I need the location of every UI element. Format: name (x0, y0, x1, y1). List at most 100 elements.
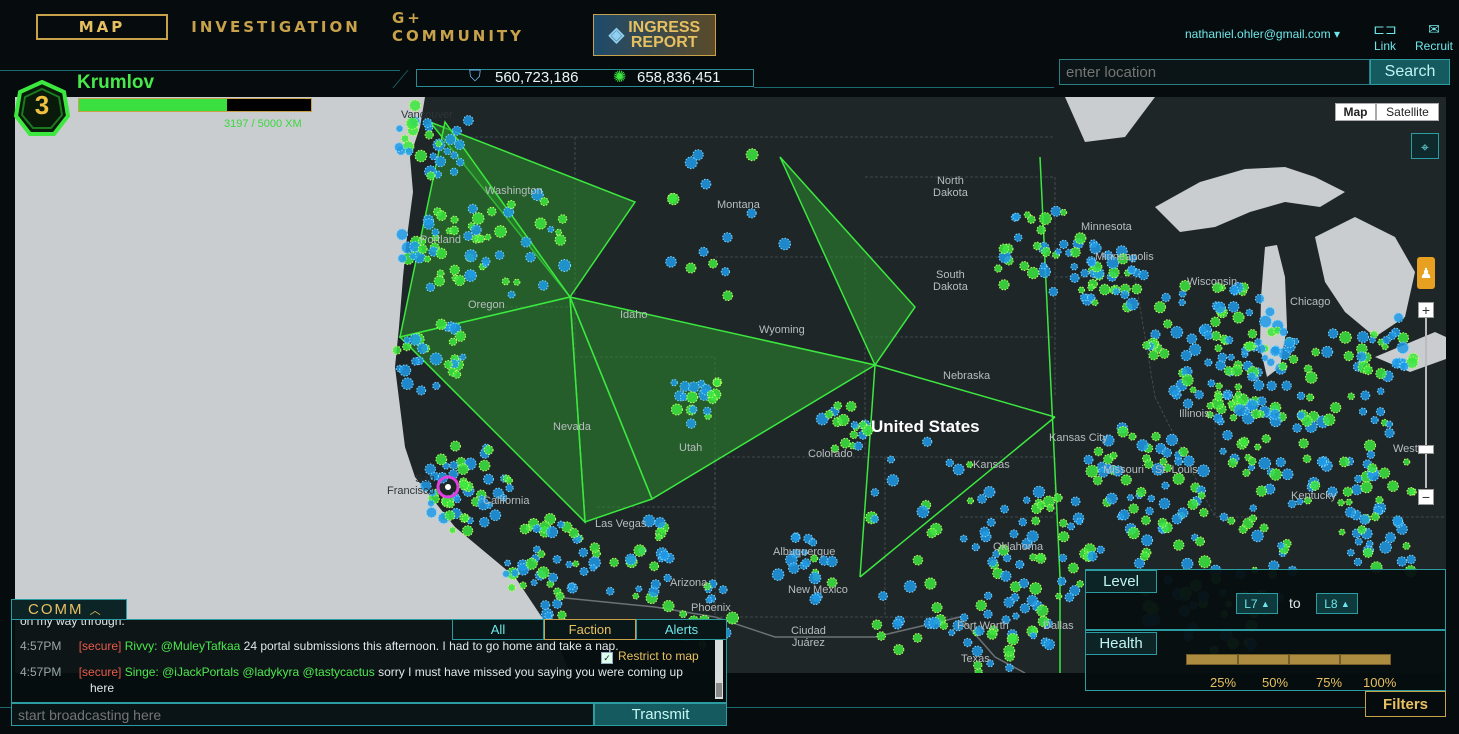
message-mentions[interactable]: @iJackPortals @ladykyra @tastycactus (162, 665, 375, 679)
resistance-portal (1186, 333, 1198, 345)
comm-toggle[interactable]: COMM ︿ (11, 599, 127, 620)
resistance-portal (1268, 560, 1280, 572)
message-agent[interactable]: Rivvy: (124, 639, 158, 653)
enlightened-portal (1239, 436, 1250, 447)
enlightened-portal (519, 523, 531, 535)
recruit-button[interactable]: ✉ Recruit (1412, 22, 1456, 53)
account-email-dropdown[interactable]: nathaniel.ohler@gmail.com ▾ (1185, 27, 1340, 41)
search-button[interactable]: Search (1370, 59, 1450, 85)
health-segment-100[interactable] (1340, 654, 1391, 665)
resistance-portal (1138, 269, 1149, 281)
tab-g-plus-community[interactable]: G+ COMMUNITY (392, 9, 525, 45)
enlightened-portal (519, 581, 528, 590)
message-agent[interactable]: Singe: (124, 665, 159, 679)
label-nebraska: Nebraska (943, 370, 991, 382)
map-type-satellite-button[interactable]: Satellite (1376, 103, 1439, 121)
tab-investigation[interactable]: INVESTIGATION (191, 18, 361, 36)
ingress-report-banner[interactable]: ◈ INGRESS REPORT (593, 14, 716, 56)
resistance-portal (1203, 330, 1213, 341)
enlightened-portal (539, 197, 549, 207)
resistance-portal (1227, 301, 1240, 313)
label-missouri: Missouri (1103, 464, 1144, 476)
transmit-button[interactable]: Transmit (594, 703, 727, 726)
resistance-portal (1233, 403, 1247, 417)
resistance-portal (1296, 411, 1306, 420)
zoom-in-icon[interactable]: + (1418, 302, 1434, 318)
enlightened-portal (654, 533, 663, 542)
resistance-portal (431, 228, 440, 237)
comm-scrollbar[interactable] (715, 623, 723, 699)
agent-level: 3 (34, 90, 50, 120)
tab-map[interactable]: MAP (36, 14, 168, 40)
resistance-portal (1059, 239, 1069, 250)
level-from-select[interactable]: L7 ▲ (1236, 593, 1278, 614)
enlightened-portal (1343, 350, 1354, 362)
enlightened-portal (458, 479, 470, 491)
resistance-portal (1366, 540, 1374, 548)
health-segment-25[interactable] (1186, 654, 1238, 665)
enlightened-portal (507, 583, 516, 592)
resistance-portal (952, 463, 965, 476)
restrict-to-map-checkbox[interactable]: ✓ Restrict to map (601, 649, 699, 664)
comm-scrollbar-thumb[interactable] (716, 683, 722, 697)
health-tick-25: 25% (1210, 675, 1237, 690)
resistance-portal (1384, 532, 1396, 544)
resistance-portal (685, 418, 697, 429)
enlightened-portal (1128, 432, 1137, 441)
locate-me-icon[interactable]: ⌖ (1411, 133, 1439, 159)
checkbox-checked-icon[interactable]: ✓ (601, 652, 613, 664)
label-kansas: Kansas (973, 459, 1010, 471)
resistance-portal (409, 333, 422, 346)
enlightened-portal (1141, 515, 1151, 526)
street-view-pegman-icon[interactable]: ♟ (1417, 257, 1435, 289)
enlightened-portal (1363, 439, 1377, 452)
resistance-portal (423, 218, 435, 230)
intel-map[interactable]: Vancouver Washington Portland Oregon Ida… (15, 97, 1446, 673)
label-united-states: United States (871, 417, 980, 436)
control-field (779, 156, 916, 367)
enlightened-portal (1303, 496, 1312, 505)
comm-tab-faction[interactable]: Faction (544, 619, 636, 640)
filters-button[interactable]: Filters (1365, 691, 1446, 717)
link-button[interactable]: ⊏⊐ Link (1363, 22, 1407, 53)
resistance-portal (1106, 256, 1120, 270)
zoom-slider-handle[interactable] (1418, 445, 1434, 454)
label-san-francisco: San Francisco (387, 473, 435, 497)
enlightened-portal (572, 560, 580, 568)
enlightened-portal (1173, 539, 1185, 551)
enlightened-portal (446, 500, 455, 509)
resistance-logo-icon: ◈ (608, 23, 625, 46)
health-tick-75: 75% (1316, 675, 1343, 690)
zoom-out-icon[interactable]: − (1418, 489, 1434, 505)
enlightened-portal (1108, 266, 1120, 279)
enlightened-portal (444, 510, 456, 521)
resistance-portal (1147, 494, 1156, 503)
resistance-portal (1105, 492, 1118, 505)
resistance-portal (1249, 504, 1257, 512)
resistance-portal (455, 157, 465, 167)
enlightened-portal (449, 526, 457, 534)
resistance-portal (416, 342, 429, 354)
comm-tab-alerts[interactable]: Alerts (636, 619, 727, 640)
broadcast-input[interactable] (11, 703, 594, 726)
chevron-up-icon: ︿ (89, 605, 103, 617)
agent-name[interactable]: Krumlov (77, 72, 155, 93)
zoom-slider-track[interactable] (1425, 318, 1427, 488)
label-kentucky: Kentucky (1291, 490, 1337, 502)
resistance-portal (589, 564, 597, 572)
enlightened-portal (1148, 349, 1159, 361)
enlightened-portal (810, 554, 819, 563)
enlightened-portal (1360, 481, 1373, 494)
message-mentions[interactable]: @MuleyTafkaa (160, 639, 241, 653)
health-segment-75[interactable] (1289, 654, 1340, 665)
enlightened-portal (1402, 541, 1411, 550)
level-to-select[interactable]: L8 ▲ (1316, 593, 1358, 614)
map-type-map-button[interactable]: Map (1335, 103, 1376, 121)
comm-tab-all[interactable]: All (452, 619, 544, 640)
level-to-word: to (1289, 595, 1301, 611)
enlightened-portal (1036, 604, 1049, 617)
health-segment-50[interactable] (1238, 654, 1289, 665)
resistance-portal (870, 488, 880, 497)
location-search-input[interactable] (1059, 59, 1370, 85)
resistance-portal (1269, 408, 1281, 420)
